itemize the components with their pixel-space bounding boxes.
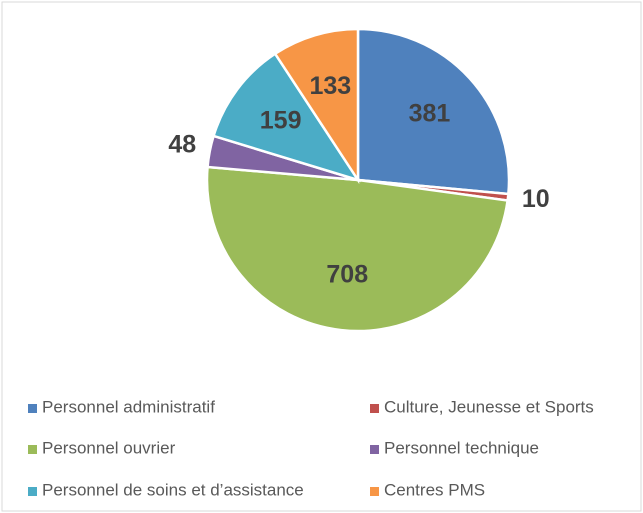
- legend-swatch: [28, 445, 37, 454]
- data-label: 381: [409, 100, 451, 128]
- legend-swatch: [370, 487, 379, 496]
- legend-label: Personnel ouvrier: [42, 438, 176, 457]
- legend-label: Centres PMS: [384, 480, 485, 499]
- data-label: 10: [522, 185, 550, 213]
- legend-label: Culture, Jeunesse et Sports: [384, 397, 594, 416]
- legend-label: Personnel technique: [384, 438, 539, 457]
- data-label: 133: [309, 72, 351, 100]
- data-label: 48: [168, 131, 196, 159]
- pie-slice: [205, 165, 510, 333]
- legend-swatch: [28, 487, 37, 496]
- legend-swatch: [370, 404, 379, 413]
- pie-slice: [211, 52, 361, 183]
- legend-label: Personnel administratif: [42, 397, 215, 416]
- legend-swatch: [28, 404, 37, 413]
- pie-slice: [273, 27, 360, 185]
- legend-label: Personnel de soins et d’assistance: [42, 480, 304, 499]
- pie-slice: [356, 27, 511, 196]
- data-label: 159: [260, 107, 302, 135]
- data-label: 708: [326, 261, 368, 289]
- legend-swatch: [370, 445, 379, 454]
